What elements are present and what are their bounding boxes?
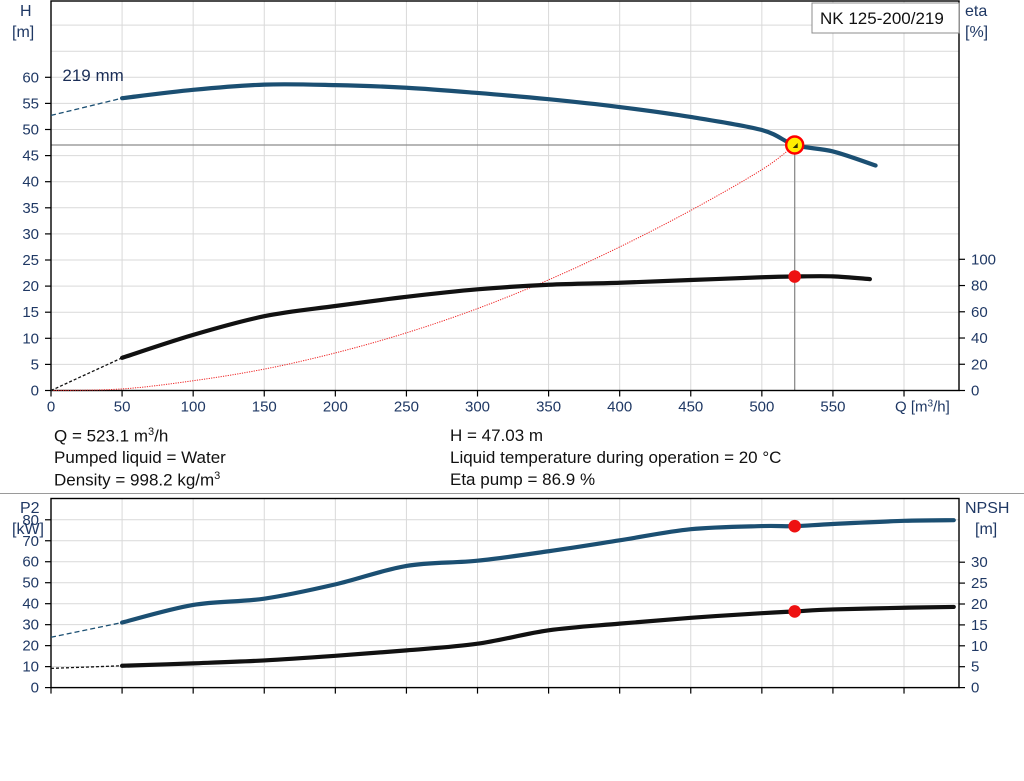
svg-text:35: 35 xyxy=(22,200,39,217)
svg-text:40: 40 xyxy=(22,174,39,191)
svg-text:20: 20 xyxy=(22,638,39,655)
svg-text:NK 125-200/219: NK 125-200/219 xyxy=(820,9,944,28)
svg-text:550: 550 xyxy=(820,399,845,416)
svg-text:100: 100 xyxy=(181,399,206,416)
svg-text:55: 55 xyxy=(22,95,39,112)
svg-text:30: 30 xyxy=(22,226,39,243)
svg-text:500: 500 xyxy=(749,399,774,416)
svg-text:250: 250 xyxy=(394,399,419,416)
svg-text:[m]: [m] xyxy=(975,521,997,538)
svg-text:20: 20 xyxy=(971,596,988,613)
svg-text:219 mm: 219 mm xyxy=(62,66,123,85)
svg-text:0: 0 xyxy=(31,680,39,697)
svg-text:5: 5 xyxy=(31,356,39,373)
svg-text:400: 400 xyxy=(607,399,632,416)
svg-text:0: 0 xyxy=(47,399,55,416)
svg-text:40: 40 xyxy=(22,596,39,613)
svg-text:0: 0 xyxy=(971,680,979,697)
svg-text:15: 15 xyxy=(22,304,39,321)
svg-text:450: 450 xyxy=(678,399,703,416)
svg-text:P2: P2 xyxy=(20,500,40,517)
svg-text:40: 40 xyxy=(971,330,988,347)
svg-text:45: 45 xyxy=(22,148,39,165)
svg-text:50: 50 xyxy=(22,122,39,139)
svg-text:350: 350 xyxy=(536,399,561,416)
svg-text:80: 80 xyxy=(971,278,988,295)
svg-text:[m]: [m] xyxy=(12,24,34,41)
svg-text:60: 60 xyxy=(22,69,39,86)
svg-text:10: 10 xyxy=(22,330,39,347)
svg-text:5: 5 xyxy=(971,659,979,676)
svg-text:30: 30 xyxy=(22,617,39,634)
svg-text:200: 200 xyxy=(323,399,348,416)
svg-text:10: 10 xyxy=(971,638,988,655)
svg-text:0: 0 xyxy=(971,383,979,400)
svg-text:[%]: [%] xyxy=(965,24,988,41)
svg-text:30: 30 xyxy=(971,554,988,571)
svg-text:0: 0 xyxy=(31,383,39,400)
svg-text:20: 20 xyxy=(22,278,39,295)
svg-text:25: 25 xyxy=(971,575,988,592)
svg-text:25: 25 xyxy=(22,252,39,269)
svg-text:100: 100 xyxy=(971,251,996,268)
svg-text:eta: eta xyxy=(965,3,987,20)
svg-text:H: H xyxy=(20,3,32,20)
svg-text:NPSH: NPSH xyxy=(965,500,1009,517)
svg-text:20: 20 xyxy=(971,356,988,373)
svg-text:150: 150 xyxy=(252,399,277,416)
svg-text:15: 15 xyxy=(971,617,988,634)
svg-text:60: 60 xyxy=(971,304,988,321)
svg-text:50: 50 xyxy=(114,399,131,416)
svg-text:Q [m3/h]: Q [m3/h] xyxy=(895,399,950,416)
svg-text:300: 300 xyxy=(465,399,490,416)
svg-text:50: 50 xyxy=(22,575,39,592)
svg-text:10: 10 xyxy=(22,659,39,676)
svg-text:60: 60 xyxy=(22,554,39,571)
svg-text:[kW]: [kW] xyxy=(12,521,44,538)
